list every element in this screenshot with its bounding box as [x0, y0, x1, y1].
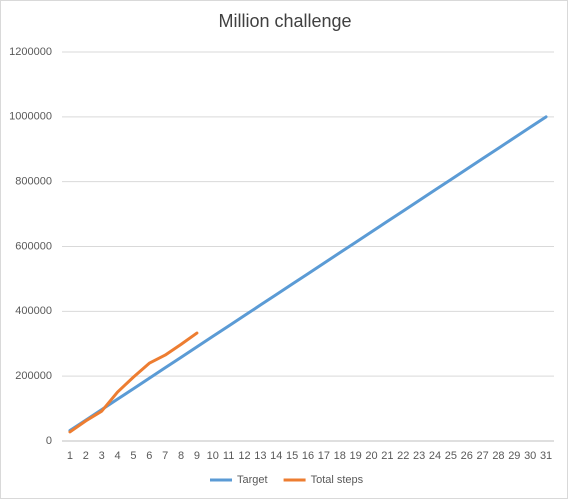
x-tick-label: 17: [318, 450, 330, 462]
x-tick-label: 18: [334, 450, 346, 462]
y-tick-label: 600000: [15, 240, 52, 252]
x-tick-label: 23: [413, 450, 425, 462]
y-tick-label: 800000: [15, 176, 52, 188]
x-tick-label: 15: [286, 450, 298, 462]
x-tick-label: 10: [207, 450, 219, 462]
x-tick-label: 13: [254, 450, 266, 462]
x-tick-label: 2: [83, 450, 89, 462]
x-tick-label: 16: [302, 450, 314, 462]
y-tick-label: 200000: [15, 370, 52, 382]
x-tick-label: 31: [540, 450, 552, 462]
x-tick-label: 7: [162, 450, 168, 462]
x-tick-label: 28: [492, 450, 504, 462]
x-tick-label: 21: [381, 450, 393, 462]
legend-label: Target: [237, 474, 268, 486]
x-tick-label: 25: [445, 450, 457, 462]
series-line: [68, 115, 548, 433]
chart-title: Million challenge: [218, 11, 351, 31]
series-line: [68, 331, 199, 434]
x-tick-label: 20: [365, 450, 377, 462]
x-tick-label: 11: [223, 450, 234, 462]
x-tick-label: 30: [524, 450, 536, 462]
x-tick-label: 9: [194, 450, 200, 462]
y-tick-label: 0: [46, 435, 52, 447]
x-tick-label: 29: [508, 450, 520, 462]
x-tick-label: 26: [461, 450, 473, 462]
x-tick-label: 12: [238, 450, 250, 462]
x-tick-label: 27: [476, 450, 488, 462]
x-tick-label: 22: [397, 450, 409, 462]
x-tick-label: 24: [429, 450, 441, 462]
x-tick-label: 14: [270, 450, 282, 462]
x-tick-label: 6: [146, 450, 152, 462]
y-tick-label: 1200000: [9, 46, 52, 58]
legend-label: Total steps: [311, 474, 364, 486]
x-tick-label: 1: [67, 450, 73, 462]
x-tick-label: 19: [349, 450, 361, 462]
y-tick-label: 1000000: [9, 111, 52, 123]
x-tick-label: 5: [130, 450, 136, 462]
x-tick-label: 4: [114, 450, 120, 462]
y-tick-label: 400000: [15, 305, 52, 317]
x-tick-label: 8: [178, 450, 184, 462]
x-tick-label: 3: [99, 450, 105, 462]
